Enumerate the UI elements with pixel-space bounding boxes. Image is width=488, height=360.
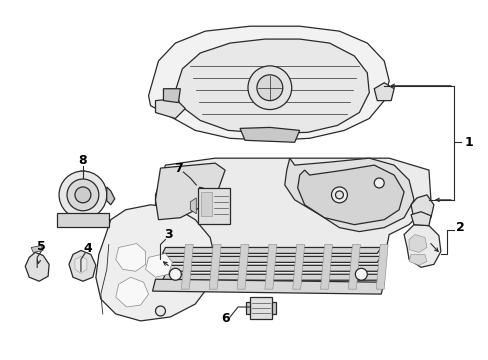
Polygon shape	[297, 165, 403, 225]
Polygon shape	[190, 198, 196, 214]
Polygon shape	[25, 252, 49, 281]
Polygon shape	[237, 244, 248, 289]
Text: 4: 4	[83, 242, 92, 255]
Polygon shape	[116, 277, 148, 307]
Text: 5: 5	[37, 240, 45, 253]
Polygon shape	[152, 279, 384, 294]
Polygon shape	[162, 265, 381, 271]
Polygon shape	[162, 256, 381, 262]
Polygon shape	[198, 188, 230, 224]
Text: 7: 7	[174, 162, 183, 175]
Text: 6: 6	[221, 312, 229, 325]
Circle shape	[256, 75, 282, 100]
Polygon shape	[175, 39, 368, 133]
Circle shape	[373, 178, 384, 188]
Circle shape	[169, 268, 181, 280]
Polygon shape	[145, 253, 172, 277]
Circle shape	[67, 179, 99, 211]
Polygon shape	[162, 274, 381, 280]
Circle shape	[75, 187, 91, 203]
Polygon shape	[410, 195, 433, 222]
Polygon shape	[209, 244, 221, 289]
Polygon shape	[163, 89, 180, 103]
Polygon shape	[403, 225, 440, 267]
Polygon shape	[116, 243, 145, 271]
Polygon shape	[249, 297, 271, 319]
Text: 3: 3	[164, 228, 172, 241]
Text: 8: 8	[79, 154, 87, 167]
Circle shape	[247, 66, 291, 109]
Polygon shape	[75, 256, 87, 273]
Text: 2: 2	[455, 221, 464, 234]
Polygon shape	[181, 244, 193, 289]
Polygon shape	[408, 235, 426, 252]
Polygon shape	[292, 244, 304, 289]
Polygon shape	[155, 99, 185, 118]
Polygon shape	[57, 213, 108, 227]
Polygon shape	[106, 187, 115, 205]
Polygon shape	[148, 26, 388, 140]
Circle shape	[335, 191, 343, 199]
Polygon shape	[375, 244, 387, 289]
Text: 1: 1	[464, 136, 472, 149]
Circle shape	[355, 268, 366, 280]
Polygon shape	[155, 163, 224, 220]
Polygon shape	[320, 244, 332, 289]
Polygon shape	[162, 247, 381, 253]
Polygon shape	[284, 158, 413, 231]
Circle shape	[331, 187, 346, 203]
Polygon shape	[373, 83, 393, 100]
Polygon shape	[264, 244, 276, 289]
Polygon shape	[271, 302, 275, 314]
Circle shape	[155, 306, 165, 316]
Polygon shape	[69, 251, 96, 281]
Circle shape	[59, 171, 106, 219]
Polygon shape	[347, 244, 360, 289]
Polygon shape	[240, 127, 299, 142]
Polygon shape	[201, 192, 212, 216]
Polygon shape	[245, 302, 249, 314]
Polygon shape	[148, 158, 430, 291]
Polygon shape	[408, 255, 426, 265]
Polygon shape	[410, 212, 430, 226]
Polygon shape	[31, 246, 43, 252]
Polygon shape	[162, 283, 381, 289]
Polygon shape	[96, 205, 215, 321]
